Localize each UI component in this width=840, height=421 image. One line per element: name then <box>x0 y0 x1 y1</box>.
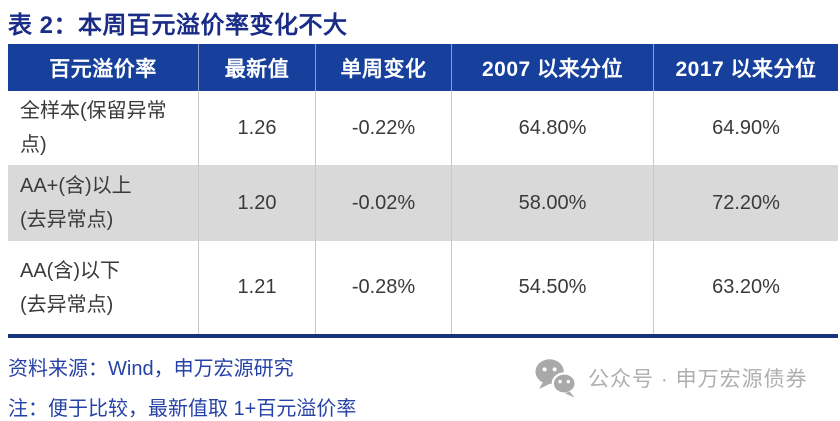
row-label: AA+(含)以上 (去异常点) <box>20 175 132 231</box>
cell-percentile-2017: 72.20% <box>653 165 838 241</box>
col-header-percentile-2017: 2017 以来分位 <box>653 44 838 91</box>
row-label: 全样本(保留异常 点) <box>20 100 167 156</box>
table-header-row: 百元溢价率 最新值 单周变化 2007 以来分位 2017 以来分位 <box>8 44 838 91</box>
watermark-text: 公众号 · 申万宏源债券 <box>588 368 808 391</box>
table-row: AA+(含)以上 (去异常点) 1.20 -0.02% 58.00% 72.20… <box>8 165 838 241</box>
col-header-metric: 百元溢价率 <box>49 57 157 81</box>
cell-percentile-2007: 64.80% <box>451 91 653 165</box>
col-header-weekly-change: 单周变化 <box>315 44 451 91</box>
cell-percentile-2017: 63.20% <box>653 241 838 334</box>
watermark: 公众号 · 申万宏源债券 <box>534 357 808 399</box>
table-row: AA(含)以下 (去异常点) 1.21 -0.28% 54.50% 63.20% <box>8 241 838 334</box>
source-note: 资料来源：Wind，申万宏源研究 <box>8 358 294 380</box>
cell-percentile-2017: 64.90% <box>653 91 838 165</box>
cell-latest: 1.20 <box>198 165 315 241</box>
cell-weekly-change: -0.28% <box>315 241 451 334</box>
premium-rate-table: 百元溢价率 最新值 单周变化 2007 以来分位 2017 以来分位 全样本(保… <box>8 44 838 338</box>
col-header-percentile-2007: 2007 以来分位 <box>451 44 653 91</box>
cell-weekly-change: -0.02% <box>315 165 451 241</box>
col-header-latest: 最新值 <box>198 44 315 91</box>
wechat-icon <box>535 359 577 398</box>
table-title: 表 2：本周百元溢价率变化不大 <box>8 12 348 39</box>
report-table-snippet: { "title": "表 2：本周百元溢价率变化不大", "table": {… <box>0 5 840 420</box>
table-row: 全样本(保留异常 点) 1.26 -0.22% 64.80% 64.90% <box>8 91 838 165</box>
cell-latest: 1.21 <box>198 241 315 334</box>
cell-latest: 1.26 <box>198 91 315 165</box>
cell-weekly-change: -0.22% <box>315 91 451 165</box>
cell-percentile-2007: 54.50% <box>451 241 653 334</box>
cell-percentile-2007: 58.00% <box>451 165 653 241</box>
row-label: AA(含)以下 (去异常点) <box>20 259 120 316</box>
